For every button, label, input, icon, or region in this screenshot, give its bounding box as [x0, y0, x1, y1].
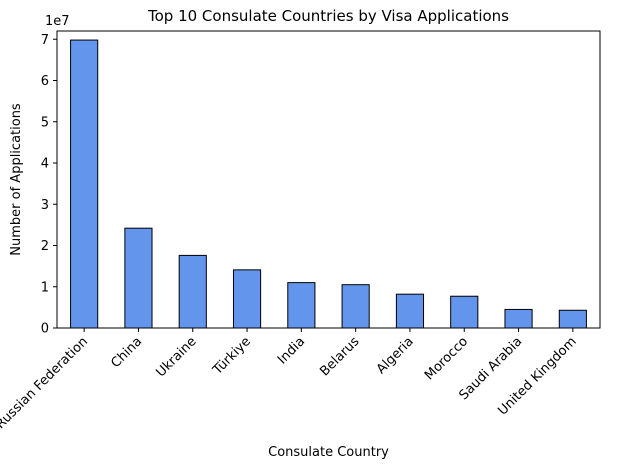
- y-tick-label: 2: [41, 239, 49, 254]
- x-tick-label: China: [108, 334, 145, 371]
- x-tick-label: Russian Federation: [0, 334, 91, 432]
- bar: [70, 39, 99, 329]
- plot-area: 0 1 2 3 4 5 6 7 Russian Federation China Ukraine Tü…: [0, 30, 601, 432]
- x-tick-label: Ukraine: [153, 334, 199, 380]
- y-tick-label: 3: [41, 198, 49, 213]
- bar: [558, 309, 587, 329]
- y-tick-label: 4: [41, 157, 49, 172]
- y-axis-title: Number of Applications: [9, 103, 24, 256]
- y-tick-label: 7: [41, 33, 49, 48]
- bar: [232, 269, 262, 329]
- x-axis-title: Consulate Country: [268, 445, 389, 460]
- bar: [124, 227, 153, 329]
- y-tick-label: 5: [41, 115, 49, 130]
- bar: [178, 254, 207, 329]
- bar: [341, 284, 370, 329]
- y-axis-offset-label: 1e7: [45, 14, 70, 29]
- chart-title: Top 10 Consulate Countries by Visa Appli…: [147, 7, 509, 25]
- y-tick-label: 0: [41, 322, 49, 337]
- bar: [450, 295, 479, 329]
- x-tick-label: Morocco: [422, 334, 471, 383]
- y-tick-label: 1: [41, 280, 49, 295]
- y-tick-label: 6: [41, 74, 49, 89]
- x-tick-label: Belarus: [317, 334, 362, 379]
- axes-frame: [56, 30, 601, 329]
- bar: [287, 282, 316, 329]
- x-tick-label: Türkiye: [210, 334, 254, 378]
- bar: [395, 293, 425, 329]
- x-tick-label: Algeria: [374, 334, 417, 377]
- bar: [504, 308, 533, 329]
- x-tick-label: India: [275, 334, 308, 367]
